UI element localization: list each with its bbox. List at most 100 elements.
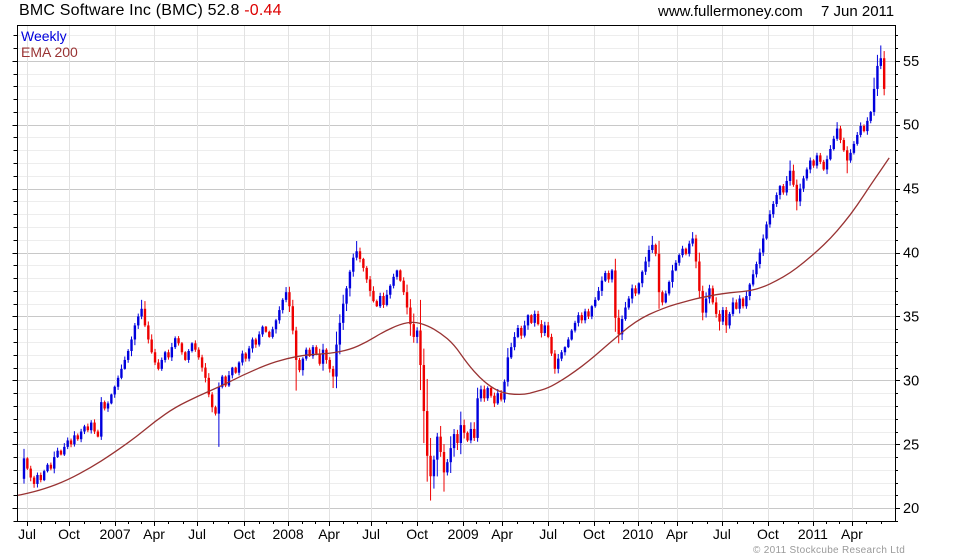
candle-body bbox=[859, 125, 862, 135]
candle-body bbox=[728, 313, 731, 326]
candle-body bbox=[671, 270, 674, 282]
candle-body bbox=[577, 315, 580, 323]
candle-body bbox=[466, 432, 469, 441]
candle-body bbox=[678, 255, 681, 263]
candle-body bbox=[630, 288, 634, 299]
x-axis-label: Jul bbox=[539, 526, 557, 542]
grid-vertical-layer bbox=[27, 25, 853, 521]
candle-body bbox=[563, 347, 567, 353]
candle-body bbox=[641, 271, 644, 284]
candle-body bbox=[731, 302, 735, 314]
candle-body bbox=[153, 352, 157, 363]
candle-body bbox=[654, 244, 657, 254]
candle-body bbox=[261, 326, 264, 335]
candle-body bbox=[587, 311, 590, 317]
candles-layer bbox=[22, 45, 886, 501]
candle-body bbox=[100, 402, 103, 437]
candle-body bbox=[805, 169, 809, 179]
candle-body bbox=[194, 343, 197, 350]
candle-body bbox=[496, 393, 499, 404]
candle-body bbox=[254, 339, 258, 345]
candle-body bbox=[802, 178, 805, 189]
y-axis-label: 45 bbox=[903, 182, 919, 198]
candle-body bbox=[409, 307, 412, 325]
candle-body bbox=[167, 352, 170, 358]
candle-body bbox=[832, 138, 835, 149]
candle-body bbox=[442, 451, 446, 473]
candle-body bbox=[368, 279, 372, 291]
ema200-path bbox=[17, 157, 890, 497]
candle-body bbox=[852, 143, 856, 153]
candle-body bbox=[809, 160, 812, 170]
candle-body bbox=[214, 407, 217, 414]
candle-body bbox=[305, 349, 308, 359]
candle-body bbox=[795, 184, 798, 202]
candle-body bbox=[614, 270, 617, 318]
candle-body bbox=[53, 457, 56, 469]
candle-body bbox=[688, 243, 691, 254]
legend-timeframe-label: Weekly bbox=[21, 28, 67, 44]
candle-body bbox=[385, 294, 389, 305]
page-title: BMC Software Inc (BMC) 52.8 -0.44 bbox=[19, 2, 282, 20]
candle-body bbox=[570, 330, 573, 340]
candle-body bbox=[301, 358, 305, 371]
candle-body bbox=[684, 248, 688, 254]
x-axis-label: 2010 bbox=[622, 526, 653, 542]
candle-body bbox=[489, 388, 493, 396]
candle-body bbox=[667, 281, 671, 294]
candle-body bbox=[469, 428, 473, 441]
candle-body bbox=[473, 428, 476, 438]
candle-body bbox=[278, 310, 281, 321]
candle-body bbox=[520, 327, 523, 336]
candle-body bbox=[540, 324, 543, 334]
candle-body bbox=[439, 436, 442, 452]
candle-body bbox=[681, 248, 684, 256]
candle-body bbox=[835, 128, 839, 139]
x-axis-label: 2007 bbox=[99, 526, 130, 542]
x-axis-label: Jul bbox=[188, 526, 206, 542]
candle-body bbox=[530, 315, 533, 323]
candle-body bbox=[103, 402, 106, 409]
x-axis-label: Oct bbox=[757, 526, 779, 542]
candle-body bbox=[207, 377, 210, 395]
price-change: -0.44 bbox=[244, 2, 282, 19]
candle-body bbox=[691, 238, 694, 244]
candle-body bbox=[513, 336, 516, 348]
candle-body bbox=[362, 258, 365, 268]
candle-body bbox=[210, 394, 214, 408]
grid-minor-layer bbox=[17, 35, 895, 522]
candle-body bbox=[402, 280, 405, 293]
candle-body bbox=[725, 310, 728, 326]
candle-body bbox=[76, 435, 79, 440]
candle-body bbox=[221, 376, 224, 387]
candle-body bbox=[580, 315, 583, 321]
x-axis-label: Apr bbox=[491, 526, 513, 542]
candle-body bbox=[604, 273, 607, 281]
x-axis-label: Oct bbox=[583, 526, 605, 542]
candle-body bbox=[42, 471, 46, 481]
candle-body bbox=[392, 276, 395, 286]
candle-body bbox=[651, 244, 654, 250]
candle-body bbox=[234, 367, 237, 373]
candle-body bbox=[274, 320, 278, 330]
candle-body bbox=[335, 344, 338, 377]
candle-body bbox=[311, 347, 315, 357]
candle-body bbox=[815, 155, 819, 166]
candle-body bbox=[170, 347, 174, 358]
candle-body bbox=[140, 308, 143, 317]
candle-body bbox=[56, 450, 59, 458]
candle-body bbox=[701, 290, 704, 313]
candle-body bbox=[503, 381, 506, 400]
candle-body bbox=[328, 359, 331, 369]
y-axis-label: 25 bbox=[903, 437, 919, 453]
candle-body bbox=[331, 368, 335, 377]
candle-body bbox=[610, 270, 614, 280]
x-axis-label: Oct bbox=[233, 526, 255, 542]
candle-body bbox=[499, 393, 503, 400]
candle-body bbox=[819, 155, 822, 162]
candle-body bbox=[83, 426, 86, 432]
candle-body bbox=[106, 403, 110, 409]
candle-body bbox=[405, 292, 409, 308]
y-axis: 20 25 30 35 40 45 50 55 bbox=[12, 35, 919, 522]
candle-body bbox=[46, 464, 49, 472]
